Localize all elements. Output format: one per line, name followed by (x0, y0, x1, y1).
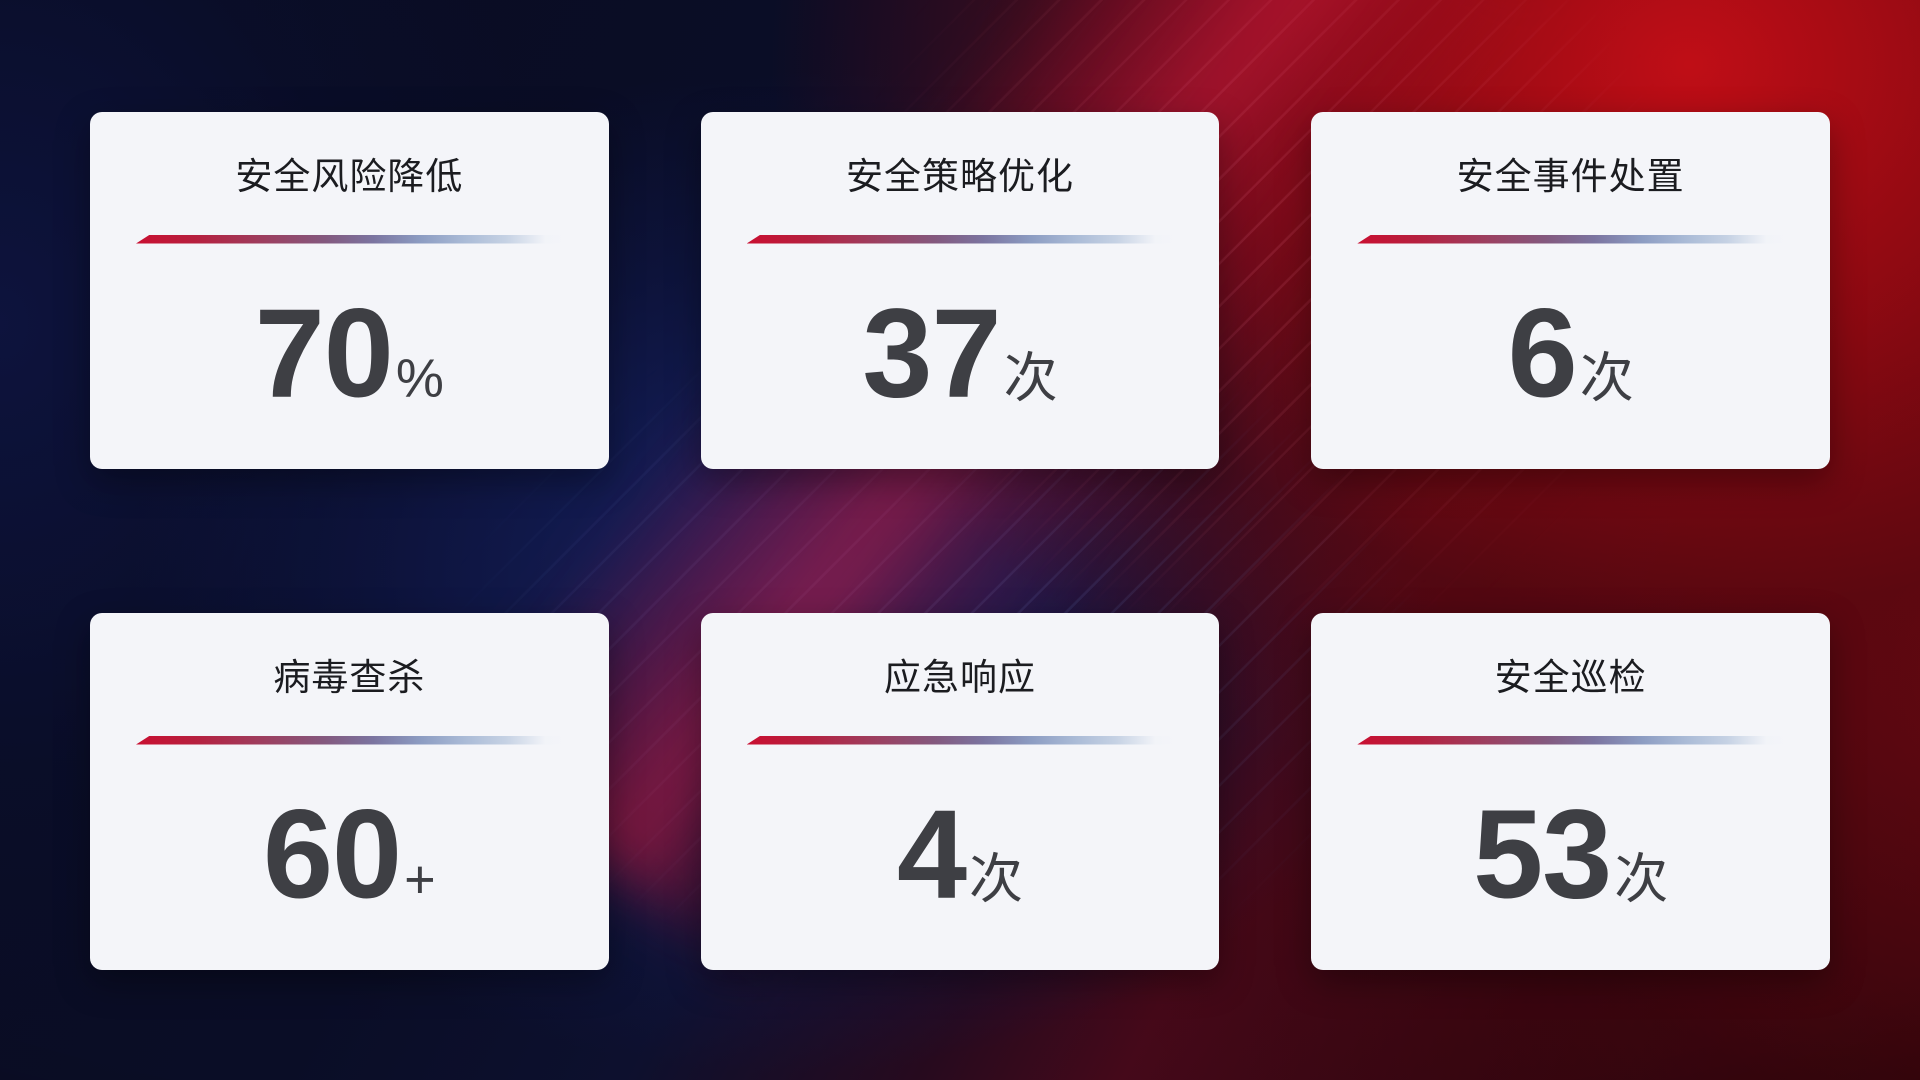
stat-card-risk-reduction: 安全风险降低 70% (90, 112, 609, 469)
stat-value: 70 (254, 282, 394, 424)
stat-card-emergency-response: 应急响应 4次 (700, 613, 1220, 970)
stat-value-area: 37次 (701, 244, 1220, 469)
stat-value-area: 6次 (1311, 244, 1830, 469)
stat-value: 60 (262, 783, 402, 925)
stat-value-area: 53次 (1311, 745, 1830, 970)
stat-card-title: 应急响应 (883, 657, 1036, 698)
accent-divider-line (136, 735, 567, 745)
accent-divider-line (1357, 735, 1788, 745)
stat-card-title: 安全事件处置 (1456, 156, 1685, 197)
accent-divider-line (746, 735, 1178, 745)
stat-unit: + (404, 849, 436, 910)
accent-divider-line (746, 234, 1178, 244)
stat-unit: % (395, 348, 444, 409)
stat-value-line: 6次 (1311, 290, 1830, 417)
stat-value: 37 (862, 282, 1001, 424)
stat-card-policy-optimization: 安全策略优化 37次 (700, 112, 1220, 469)
stat-card-title: 安全策略优化 (845, 156, 1074, 197)
stat-value: 53 (1473, 783, 1612, 925)
stat-value: 4 (896, 783, 967, 925)
stat-card-title: 病毒查杀 (273, 657, 426, 698)
accent-divider-line (136, 234, 567, 244)
accent-divider-line (1357, 234, 1788, 244)
stat-value-area: 60+ (90, 745, 609, 970)
stat-unit: 次 (1003, 348, 1058, 409)
stat-card-incident-handling: 安全事件处置 6次 (1311, 112, 1830, 469)
stat-value-line: 37次 (701, 290, 1220, 417)
stat-value-area: 4次 (701, 745, 1220, 970)
stat-card-title: 安全巡检 (1494, 657, 1647, 698)
stat-card-security-inspection: 安全巡检 53次 (1311, 613, 1830, 970)
stat-value-line: 4次 (701, 791, 1220, 918)
stat-value-line: 60+ (90, 791, 609, 918)
stat-value-area: 70% (90, 244, 609, 469)
stat-card-title: 安全风险降低 (235, 156, 464, 197)
stat-card-virus-scan: 病毒查杀 60+ (90, 613, 609, 970)
stat-unit: 次 (969, 849, 1024, 910)
stat-unit: 次 (1614, 849, 1669, 910)
stat-unit: 次 (1579, 348, 1634, 409)
stat-value-line: 53次 (1311, 791, 1830, 918)
stat-value: 6 (1507, 282, 1578, 424)
stat-value-line: 70% (90, 290, 609, 417)
